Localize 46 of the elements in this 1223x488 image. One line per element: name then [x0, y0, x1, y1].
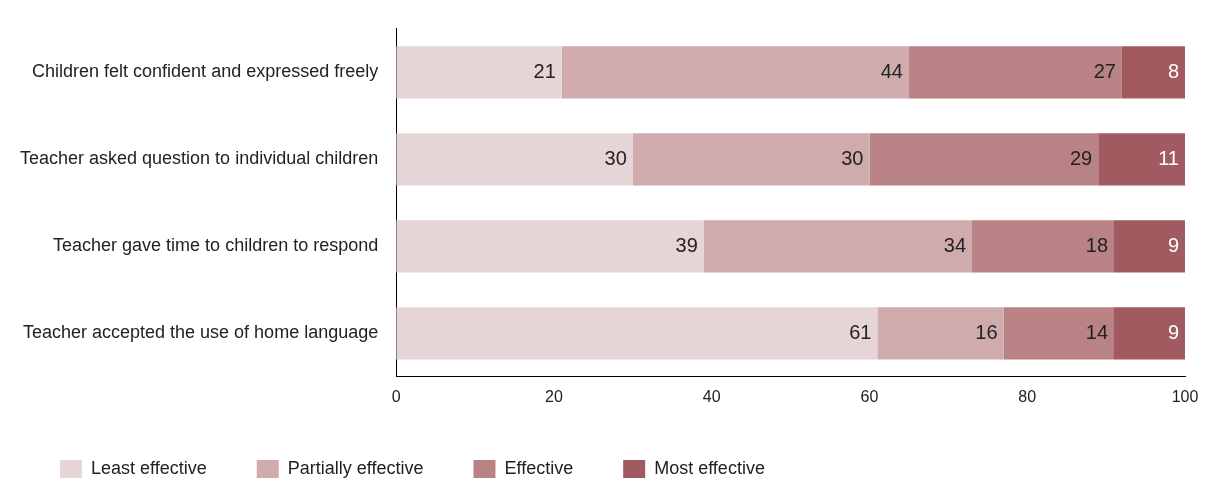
bar — [632, 133, 870, 186]
data-label: 9 — [1167, 320, 1179, 343]
bar — [561, 46, 909, 99]
data-label: 29 — [1069, 146, 1093, 169]
legend-label: Least effective — [91, 457, 207, 478]
bar — [396, 220, 704, 273]
bar — [908, 46, 1122, 99]
legend-label: Partially effective — [287, 457, 424, 478]
y-tick-label: Children felt confident and expressed freely — [32, 61, 379, 82]
bar — [869, 133, 1099, 186]
y-tick-label: Teacher gave time to children to respond — [53, 235, 379, 256]
data-label: 39 — [675, 233, 698, 256]
x-tick-label: 100 — [1171, 387, 1199, 405]
x-tick-label: 0 — [391, 387, 401, 405]
x-tick-label: 80 — [1018, 387, 1037, 405]
data-label: 27 — [1093, 59, 1116, 82]
x-tick-label: 20 — [545, 387, 563, 405]
bar — [877, 307, 1004, 360]
bar — [396, 307, 878, 360]
y-tick-label: Teacher accepted the use of home language — [22, 322, 379, 343]
bar — [1098, 133, 1185, 186]
data-label: 8 — [1167, 59, 1179, 82]
bar — [1003, 307, 1115, 360]
bar — [972, 220, 1115, 273]
legend-label: Most effective — [654, 457, 765, 478]
legend-label: Effective — [504, 457, 574, 478]
bar — [1121, 46, 1185, 99]
data-label: 30 — [604, 146, 627, 169]
data-label: 9 — [1167, 233, 1179, 256]
data-label: 21 — [533, 59, 556, 82]
data-label: 30 — [841, 146, 864, 169]
x-tick-label: 60 — [860, 387, 879, 405]
data-label: 61 — [849, 320, 872, 343]
bar — [703, 220, 973, 273]
bar — [1114, 220, 1185, 273]
data-label: 34 — [943, 233, 967, 256]
data-label: 18 — [1085, 233, 1109, 256]
y-tick-label: Teacher asked question to individual children — [19, 148, 379, 169]
x-tick-label: 40 — [702, 387, 721, 405]
data-label: 16 — [975, 320, 998, 343]
data-label: 14 — [1085, 320, 1109, 343]
bar — [396, 133, 633, 186]
bar — [1114, 307, 1185, 360]
data-label: 44 — [880, 59, 903, 82]
bar — [396, 46, 562, 99]
data-label: 11 — [1158, 146, 1179, 169]
